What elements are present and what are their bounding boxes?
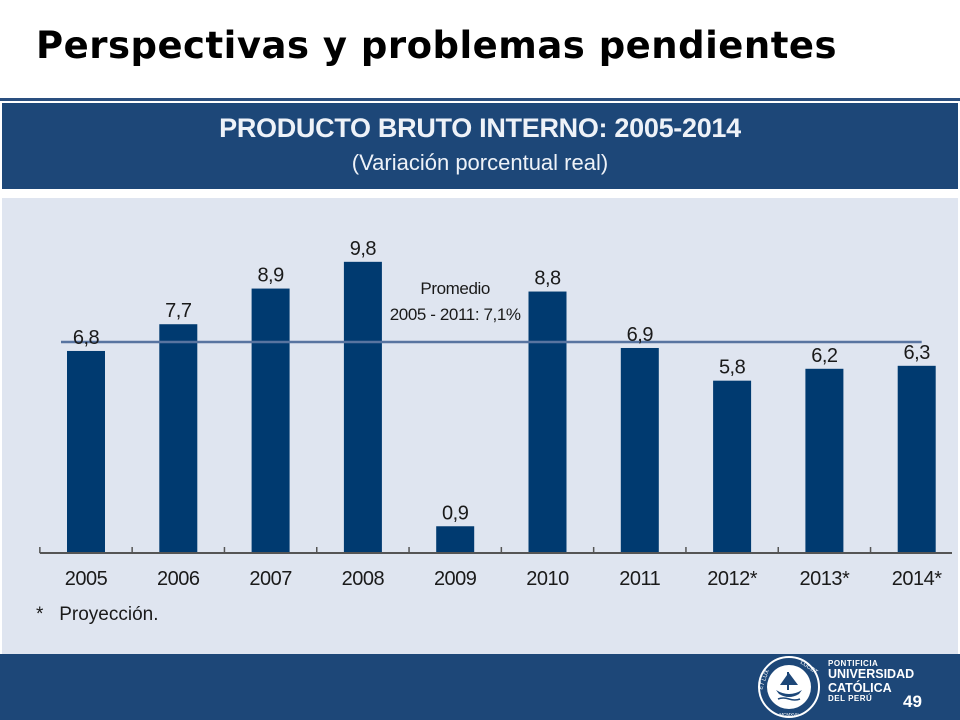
seal-year: MCMXVII [779,712,798,717]
value-label-2005: 6,8 [73,327,100,349]
plot-area: Promedio 2005 - 2011: 7,1% 6,8 7,7 8,9 9,8 0… [2,198,958,654]
bar-2007 [251,288,290,553]
category-label-2014*: 2014* [892,568,942,590]
category-label-2010: 2010 [526,568,569,590]
bar-2005 [67,350,105,553]
bar-2012* [713,380,752,553]
value-labels: 6,8 7,7 8,9 9,8 0,9 8,8 6,9 5,8 6,2 6,3 [73,238,931,524]
page-number: 49 [903,692,922,711]
x-axis-ticks [39,547,872,553]
bar-2009 [436,526,475,553]
bar-2008 [343,261,382,553]
bar-chart: Promedio 2005 - 2011: 7,1% 6,8 7,7 8,9 9,8 0… [36,238,952,625]
category-label-2009: 2009 [434,568,477,590]
university-name-line-2: UNIVERSIDAD [828,667,915,682]
average-label: Promedio [420,279,490,298]
value-label-2009: 0,9 [442,502,469,524]
title-divider [0,98,960,101]
value-label-2013*: 6,2 [811,345,838,367]
bars [67,261,936,553]
bar-2014* [897,365,936,553]
value-label-2012*: 5,8 [719,357,746,379]
bar-2013* [805,368,844,553]
university-name-line-1: PONTIFICIA [828,659,879,668]
category-label-2005: 2005 [65,568,108,590]
category-label-2011: 2011 [619,568,660,590]
bar-2011 [620,347,659,553]
university-seal-icon: ET LUX LUCET MCMXVII [758,656,820,718]
category-label-2006: 2006 [157,568,200,590]
value-label-2007: 8,9 [257,265,284,287]
value-label-2014*: 6,3 [904,342,931,364]
value-label-2008: 9,8 [350,238,377,260]
average-label-range: 2005 - 2011: 7,1% [390,305,521,324]
footnote: * Proyección. [36,604,159,625]
university-name-line-4: DEL PERÚ [828,693,873,703]
chart-subtitle: (Variación porcentual real) [351,150,609,175]
chart-title: PRODUCTO BRUTO INTERNO: 2005-2014 [219,113,741,143]
value-label-2010: 8,8 [534,268,561,290]
category-label-2013*: 2013* [800,568,850,590]
category-label-2007: 2007 [249,568,292,590]
university-name: PONTIFICIA UNIVERSIDAD CATÓLICA DEL PERÚ [828,659,915,703]
category-label-2012*: 2012* [707,568,757,590]
bar-2006 [159,324,198,553]
slide-title: Perspectivas y problemas pendientes [36,24,838,67]
header-separator [0,189,960,198]
x-axis-labels: 2005 2006 2007 2008 2009 2010 2011 2012* 2013* 20… [65,568,943,590]
value-label-2011: 6,9 [627,324,654,346]
category-label-2008: 2008 [342,568,385,590]
bar-2010 [528,291,567,553]
university-name-line-3: CATÓLICA [828,680,892,695]
value-label-2006: 7,7 [165,300,192,322]
chart-header: PRODUCTO BRUTO INTERNO: 2005-2014 (Varia… [2,103,958,189]
